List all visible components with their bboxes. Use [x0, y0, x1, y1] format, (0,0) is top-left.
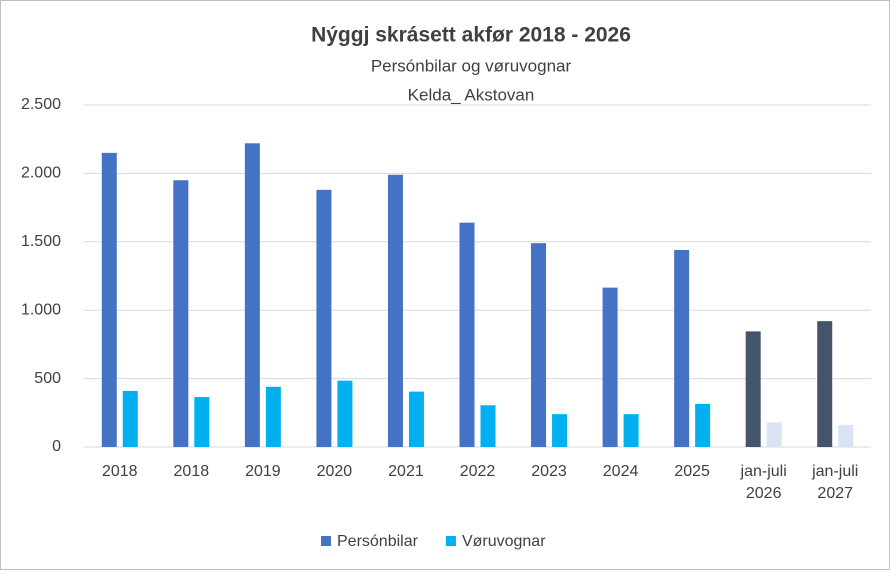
bar [838, 425, 854, 447]
x-tick-label: 2025 [674, 463, 710, 480]
bar [337, 380, 353, 447]
bar [531, 243, 547, 447]
x-tick-label: 2022 [459, 463, 496, 480]
bar [101, 152, 117, 447]
chart-subtitle: Kelda_ Akstovan [408, 85, 535, 104]
x-tick-label: 2018 [101, 463, 138, 480]
bar [173, 180, 189, 448]
bar [122, 390, 138, 447]
bar [387, 174, 403, 447]
bar [745, 331, 761, 447]
bar [459, 222, 475, 447]
bar [623, 414, 639, 447]
y-tick-label: 0 [52, 438, 61, 455]
y-tick-label: 2.000 [21, 165, 61, 182]
bar [408, 391, 424, 447]
bar [244, 143, 260, 447]
bar [602, 287, 618, 447]
chart-title: Nýggj skrásett akfør 2018 - 2026 [311, 24, 631, 47]
x-tick-label: 2021 [388, 463, 424, 480]
x-tick-label: 2023 [531, 463, 567, 480]
legend-swatch [445, 536, 456, 546]
x-tick-label: 2018 [173, 463, 210, 480]
y-tick-label: 1.000 [21, 301, 61, 318]
bar [695, 403, 711, 447]
legend-swatch [321, 536, 331, 546]
bar [766, 422, 782, 447]
x-tick-label: jan-juli 2027 [812, 463, 859, 502]
chart-subtitle: Persónbilar og vøruvognar [371, 56, 572, 75]
bar [674, 250, 690, 447]
bar [194, 397, 210, 447]
x-tick-label: 2024 [602, 463, 639, 480]
bar [552, 414, 568, 447]
bar [265, 386, 281, 447]
x-tick-label: 2019 [245, 463, 281, 480]
legend-label: Vøruvognar [462, 533, 546, 550]
bar [316, 189, 332, 448]
y-tick-label: 1.500 [21, 233, 61, 250]
legend-label: Persónbilar [337, 533, 419, 550]
y-tick-label: 500 [34, 370, 61, 387]
bar [817, 321, 833, 447]
y-tick-label: 2.500 [21, 96, 61, 113]
x-tick-label: jan-juli 2026 [740, 463, 787, 502]
x-tick-label: 2020 [316, 463, 353, 480]
bar [480, 405, 496, 447]
